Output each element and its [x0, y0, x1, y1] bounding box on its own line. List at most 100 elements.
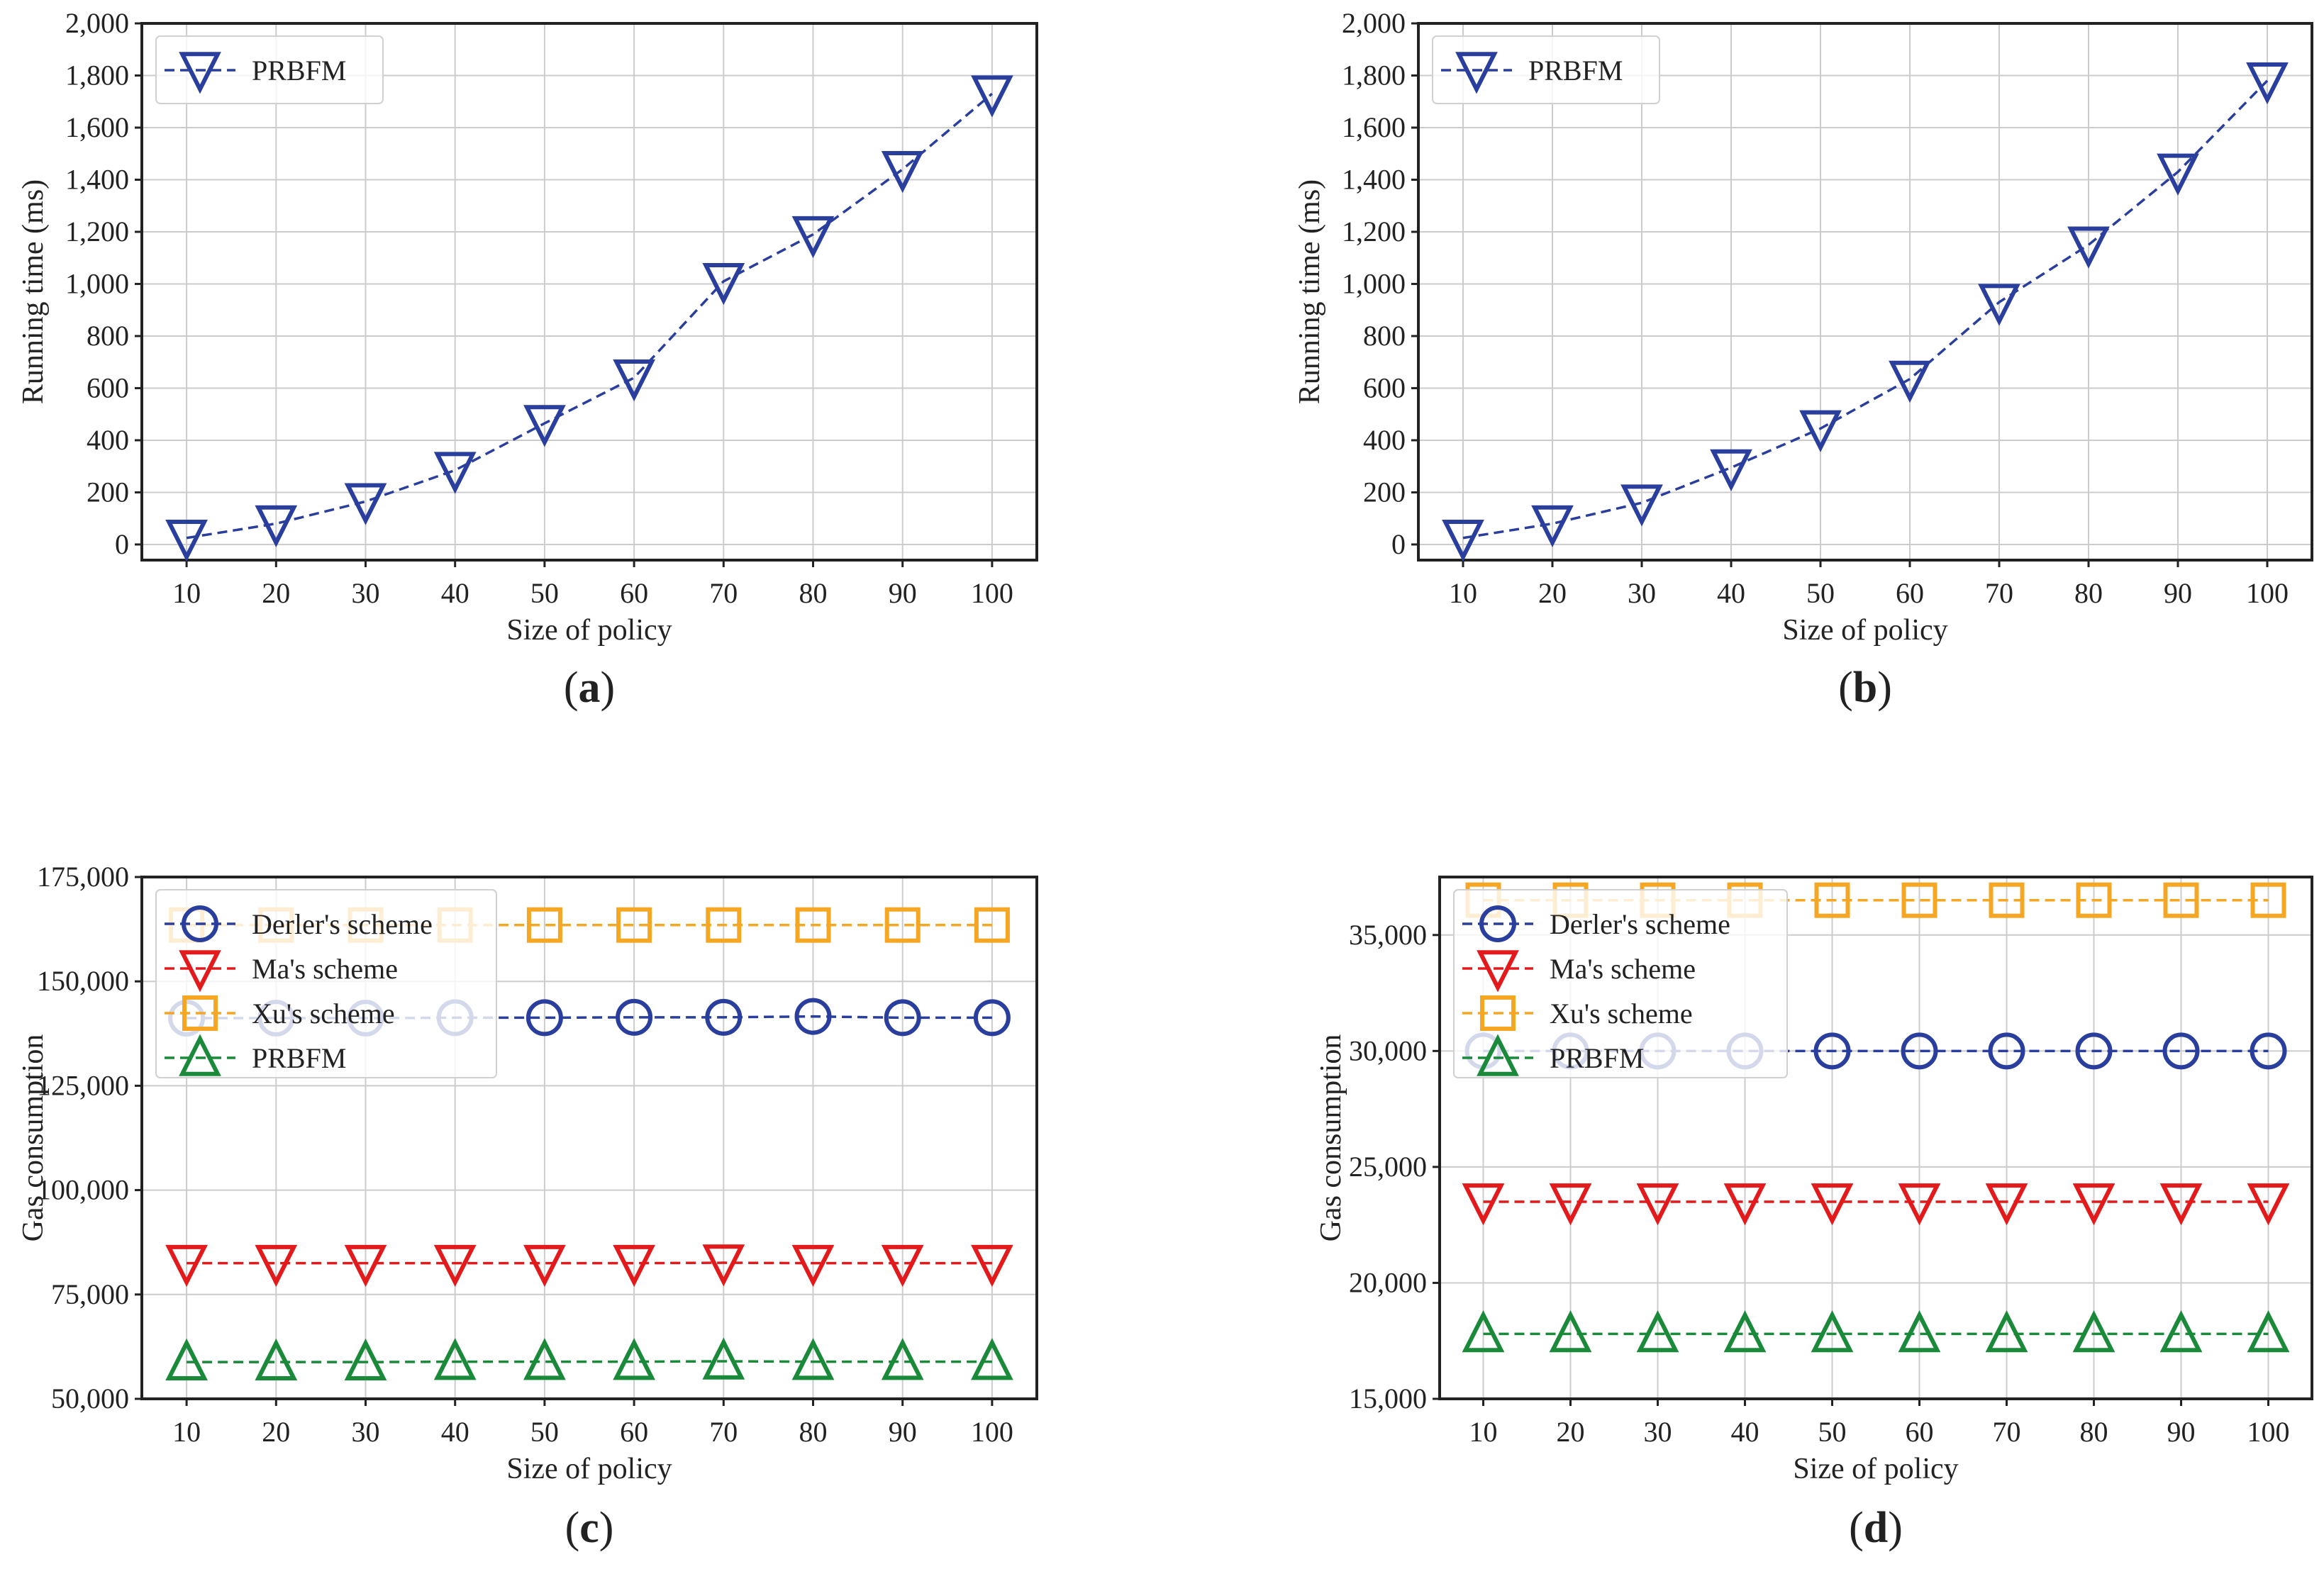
caption-close: )	[601, 664, 616, 712]
y-axis-title: Gas consumption	[17, 1034, 50, 1242]
legend: Derler's scheme Ma's scheme Xu's scheme PRB…	[155, 889, 497, 1078]
caption-open: (	[1849, 1504, 1864, 1552]
x-tick-label: 90	[889, 577, 917, 609]
data-point	[2076, 882, 2112, 918]
x-tick-label: 20	[262, 1416, 290, 1448]
legend-label: Derler's scheme	[1550, 908, 1730, 940]
x-axis-title: Size of policy	[1782, 614, 1947, 647]
data-point	[2247, 1183, 2290, 1226]
y-tick-label: 1,800	[1342, 59, 1406, 91]
data-point	[255, 1244, 298, 1288]
panel-caption: (c)	[565, 1504, 614, 1552]
chart-panel-b: 10 20 30 40 50 60 70 80 90 100 0 200 400 600 800 1,000 1…	[1294, 7, 2313, 712]
y-tick-label: 200	[87, 476, 129, 508]
data-point	[2072, 1183, 2115, 1226]
x-tick-label: 50	[1818, 1416, 1847, 1448]
x-tick-label: 100	[2246, 577, 2289, 609]
data-point	[791, 1338, 835, 1380]
legend: Derler's scheme Ma's scheme Xu's scheme PRB…	[1453, 889, 1788, 1078]
caption-open: (	[564, 664, 579, 712]
data-point	[974, 907, 1010, 943]
y-tick-label: 1,600	[1342, 111, 1406, 143]
data-point	[526, 907, 562, 943]
data-point	[791, 1244, 835, 1288]
caption-close: )	[1888, 1504, 1903, 1552]
caption-letter: c	[579, 1504, 599, 1552]
y-tick-label: 0	[115, 528, 129, 560]
x-tick-label: 20	[262, 577, 290, 609]
legend-label: PRBFM	[1550, 1042, 1644, 1074]
x-tick-label: 50	[530, 577, 559, 609]
legend: PRBFM	[155, 35, 384, 104]
series-line-prbfm	[187, 1360, 992, 1363]
panel-caption: (a)	[564, 664, 615, 712]
x-tick-label: 60	[1906, 1416, 1934, 1448]
y-tick-label: 600	[87, 372, 129, 403]
legend-marker	[1479, 905, 1516, 942]
legend-label: PRBFM	[252, 1042, 346, 1074]
data-point	[884, 999, 921, 1037]
data-point	[1814, 882, 1850, 918]
y-tick-label: 1,000	[1342, 267, 1406, 299]
legend-marker	[182, 905, 218, 942]
y-tick-label: 20,000	[1349, 1266, 1427, 1298]
x-tick-label: 50	[1806, 577, 1835, 609]
data-point	[165, 1244, 208, 1288]
data-point	[1901, 1032, 1938, 1070]
data-point	[1549, 1183, 1592, 1226]
plot-frame	[1438, 876, 2313, 1400]
data-point	[2072, 1310, 2115, 1353]
data-point	[2250, 882, 2286, 918]
y-tick-label: 600	[1363, 372, 1406, 403]
data-point	[2159, 1183, 2203, 1226]
legend-box	[1453, 889, 1788, 1078]
data-point	[1462, 1183, 1505, 1226]
chart-panel-a: 10 20 30 40 50 60 70 80 90 100 0 200 400 600 800 1,000 1…	[17, 7, 1038, 712]
y-tick-label: 1,600	[65, 111, 129, 143]
legend: PRBFM	[1432, 35, 1660, 104]
y-axis-title: Running time (ms)	[1294, 179, 1326, 404]
legend-marker	[1477, 1034, 1519, 1076]
legend-label: Ma's scheme	[252, 953, 398, 985]
y-tick-label: 800	[87, 320, 129, 352]
x-tick-label: 60	[1896, 577, 1924, 609]
legend-marker	[182, 995, 218, 1031]
data-point	[2067, 226, 2110, 269]
panel-caption: (d)	[1849, 1504, 1903, 1552]
data-point	[1889, 360, 1931, 403]
caption-letter: d	[1864, 1504, 1888, 1552]
caption-letter: a	[579, 664, 601, 712]
x-axis-title: Size of policy	[506, 1453, 672, 1485]
legend-marker	[1477, 950, 1519, 993]
data-point	[1811, 1183, 1854, 1226]
data-point	[1978, 284, 2020, 326]
legend-marker	[1480, 995, 1516, 1031]
data-point	[884, 907, 921, 943]
chart-panel-d: 10 20 30 40 50 60 70 80 90 100 15,000 20,000 25,000 3…	[1315, 876, 2313, 1552]
legend-label: Xu's scheme	[1550, 998, 1693, 1029]
y-tick-label: 35,000	[1349, 919, 1427, 951]
y-tick-label: 150,000	[37, 965, 129, 997]
legend-label: Xu's scheme	[252, 998, 395, 1029]
y-axis-title: Running time (ms)	[17, 179, 50, 404]
data-point	[616, 998, 653, 1036]
data-point	[433, 452, 477, 494]
data-point	[881, 1244, 924, 1288]
data-point	[706, 907, 742, 943]
data-point	[526, 999, 563, 1037]
data-point	[971, 1244, 1013, 1288]
x-tick-label: 70	[709, 577, 738, 609]
data-point	[1811, 1310, 1854, 1353]
data-point	[255, 505, 298, 548]
x-tick-label: 20	[1538, 577, 1567, 609]
data-point	[616, 907, 652, 943]
y-tick-label: 175,000	[37, 861, 129, 893]
data-point	[1898, 1310, 1941, 1353]
x-tick-label: 30	[352, 577, 380, 609]
data-point	[881, 1338, 924, 1380]
plot-frame	[140, 876, 1038, 1400]
x-tick-label: 100	[971, 577, 1013, 609]
y-tick-label: 200	[1363, 476, 1406, 508]
y-tick-label: 800	[1363, 320, 1406, 352]
x-tick-label: 10	[1469, 1416, 1498, 1448]
